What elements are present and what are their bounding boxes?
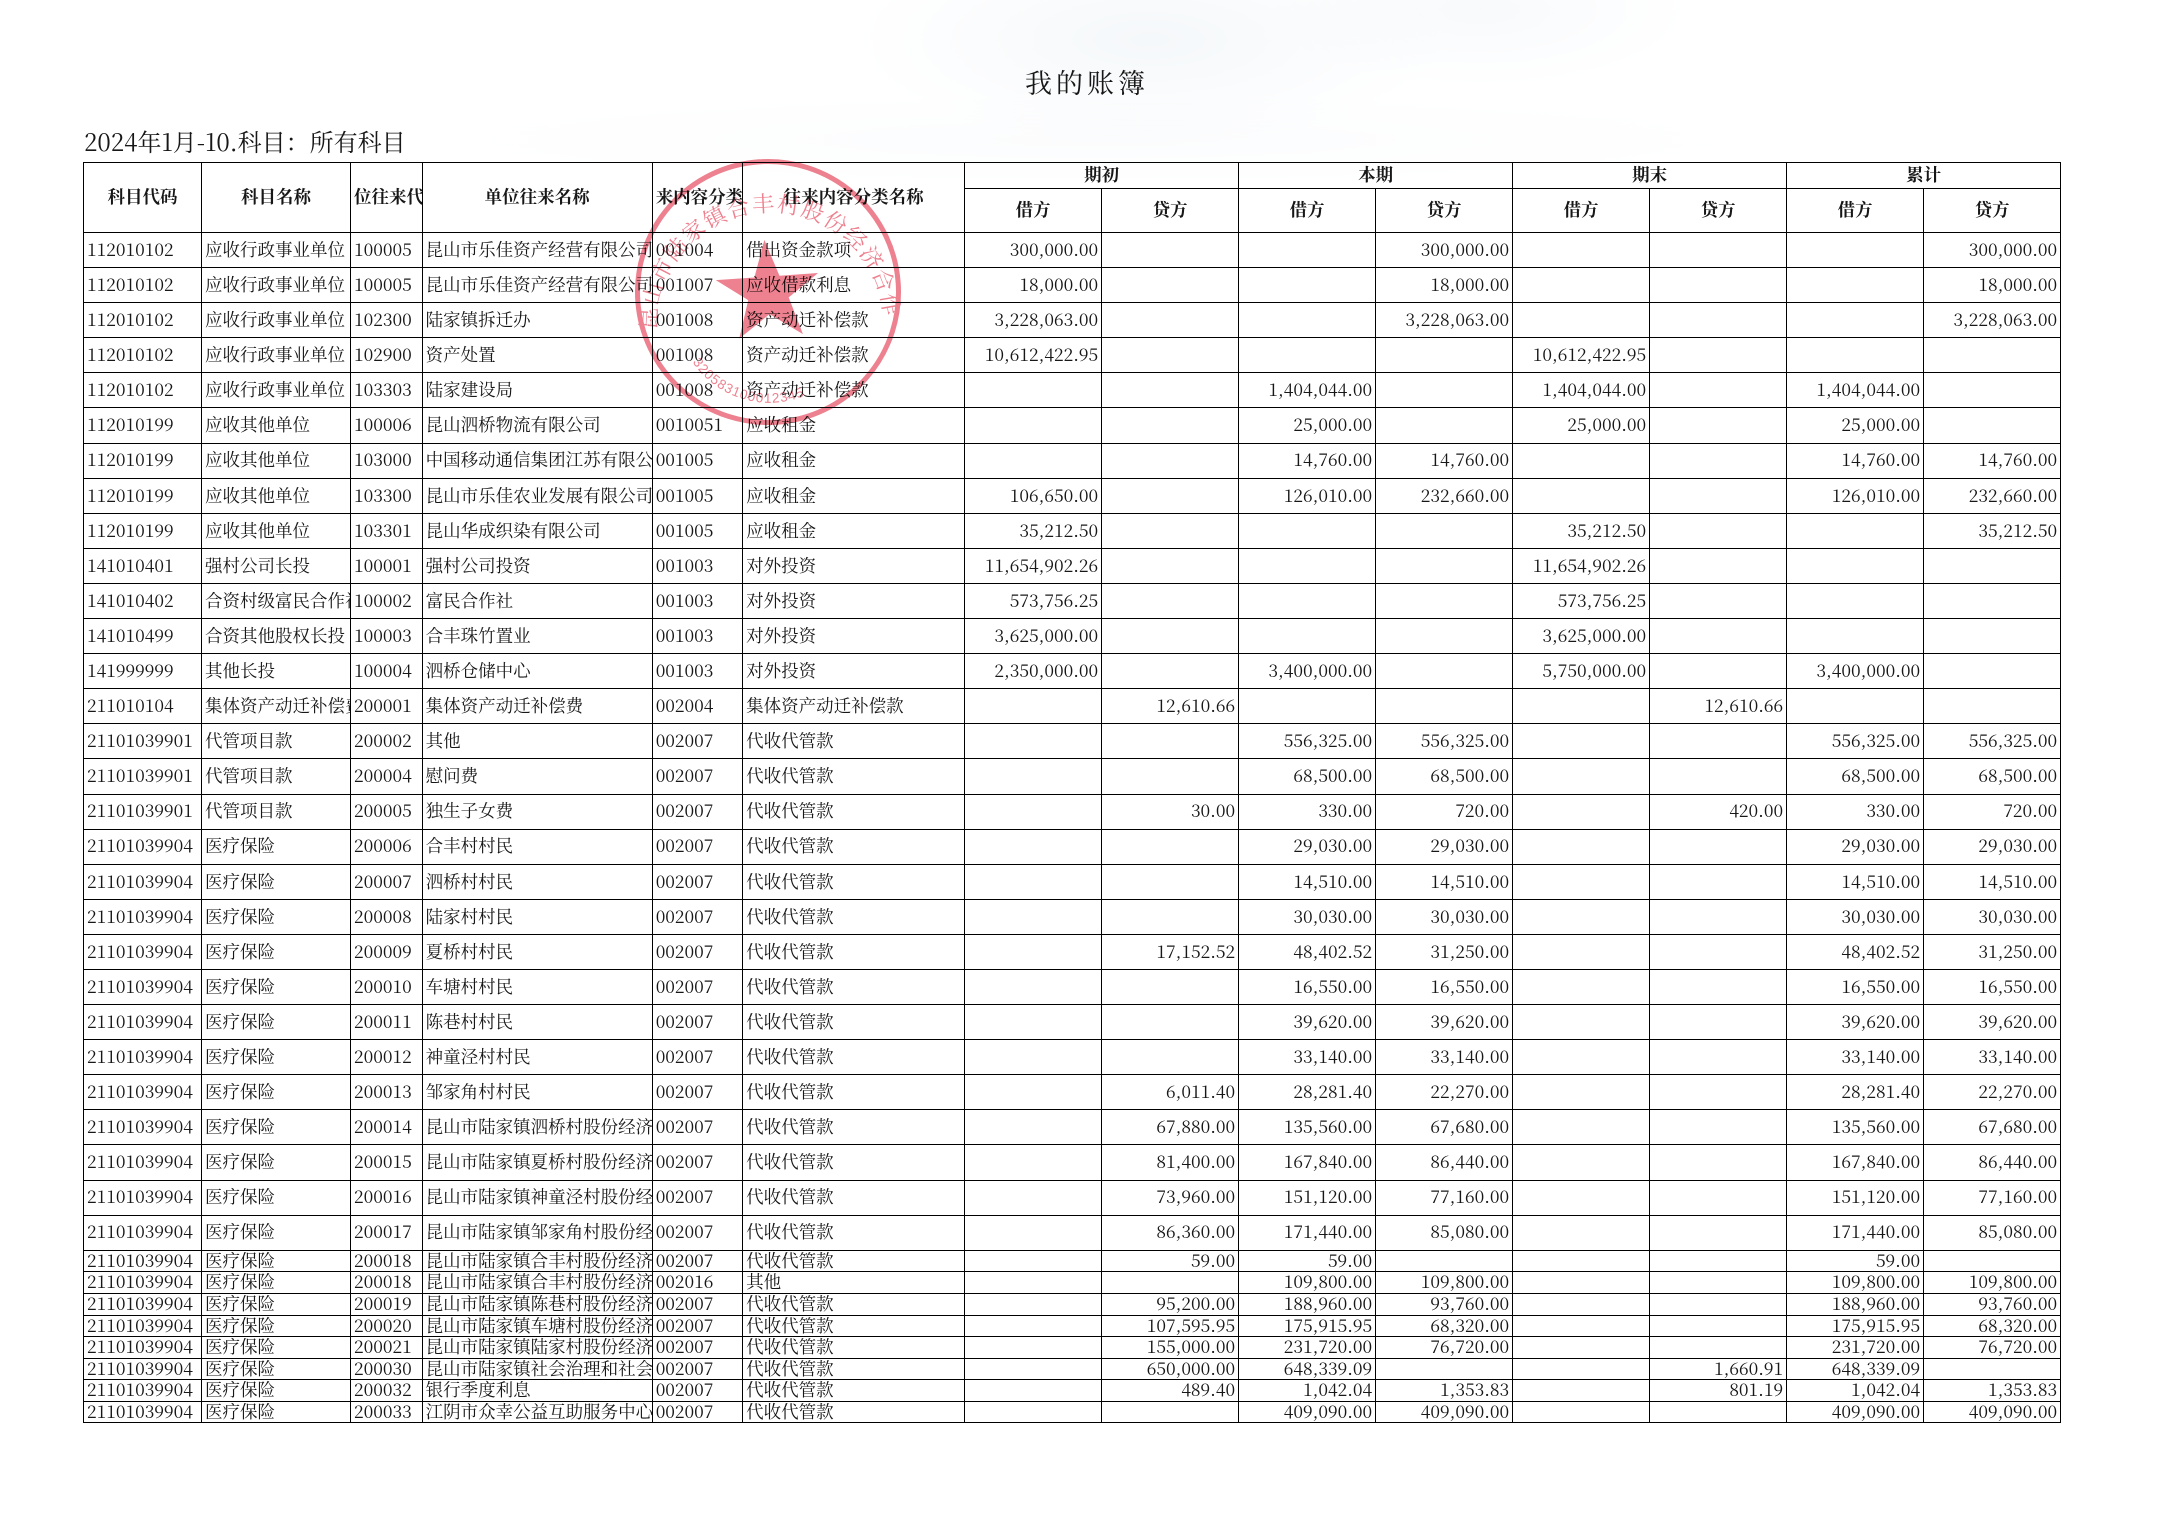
svg-text:320583100012345: 320583100012345 — [689, 348, 806, 411]
